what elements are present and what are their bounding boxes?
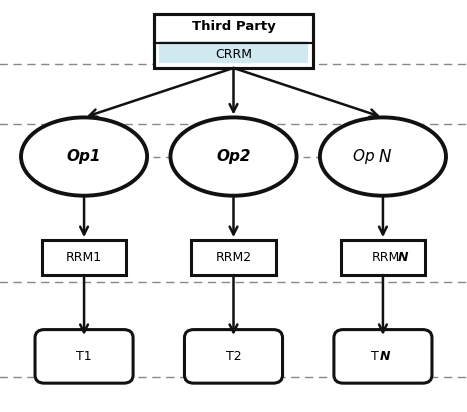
Ellipse shape [170,117,297,196]
FancyBboxPatch shape [184,330,283,383]
Bar [159,41,308,63]
Bar [154,14,313,68]
Text: Third Party: Third Party [191,20,276,33]
Text: T1: T1 [76,350,92,363]
Text: CRRM: CRRM [215,48,252,61]
FancyBboxPatch shape [35,330,133,383]
Text: Op1: Op1 [67,149,101,164]
Text: $\bf{\it{N}}$: $\bf{\it{N}}$ [378,147,392,166]
Text: RRM2: RRM2 [215,251,252,264]
Text: RRM: RRM [371,251,399,264]
Text: $\it{Op}$: $\it{Op}$ [352,147,375,166]
Text: Op2: Op2 [216,149,251,164]
Ellipse shape [21,117,147,196]
FancyBboxPatch shape [42,240,126,275]
Ellipse shape [320,117,446,196]
Bar [154,14,313,68]
FancyBboxPatch shape [334,330,432,383]
Text: N: N [380,350,390,363]
Text: T2: T2 [226,350,241,363]
FancyBboxPatch shape [191,240,276,275]
Text: N: N [398,251,408,264]
Text: T: T [371,350,379,363]
Text: RRM1: RRM1 [66,251,102,264]
FancyBboxPatch shape [341,240,425,275]
